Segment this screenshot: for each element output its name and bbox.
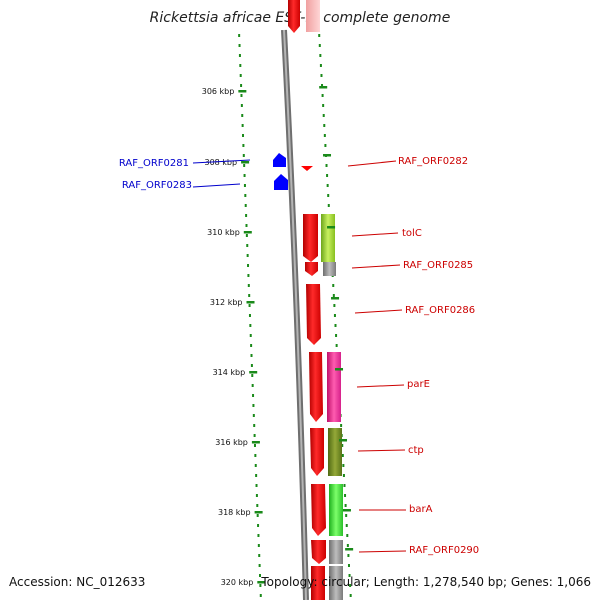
gene-leader-line [358, 550, 407, 553]
kbp-tick-mark [251, 441, 260, 444]
cog-bar-bara [329, 484, 343, 536]
gene-label[interactable]: tolC [402, 228, 422, 239]
gene-leader-line [356, 384, 405, 388]
gene-label[interactable]: RAF_ORF0286 [405, 305, 475, 316]
cog-bar-ctp [328, 428, 342, 476]
kbp-tick-mark [254, 511, 263, 514]
gene-partial-bottom [311, 566, 325, 600]
right-tick-mark [339, 439, 348, 442]
right-tick-mark [342, 509, 351, 512]
gene-leader-line [357, 449, 406, 452]
kbp-tick-mark [257, 581, 266, 584]
gene-label[interactable]: barA [409, 504, 433, 515]
gene-partial-top-cog [306, 0, 320, 32]
gene-leader-line [192, 183, 241, 188]
kbp-tick-label: 308 kbp [204, 158, 237, 167]
gene-label[interactable]: RAF_ORF0281 [119, 158, 189, 169]
kbp-tick-label: 318 kbp [218, 508, 251, 517]
gene-raf-orf0281 [273, 153, 286, 167]
gene-label[interactable]: ctp [408, 445, 424, 456]
right-tick-mark [331, 297, 340, 300]
kbp-tick-label: 306 kbp [202, 87, 235, 96]
gene-leader-line [351, 232, 399, 237]
gene-raf-orf0285 [305, 262, 318, 276]
right-tick-mark [345, 548, 354, 551]
kbp-tick-mark [246, 301, 255, 304]
gene-raf-orf0286 [306, 284, 321, 345]
kbp-tick-mark [249, 371, 258, 374]
gene-pare [309, 352, 323, 422]
gene-label[interactable]: RAF_ORF0285 [403, 260, 473, 271]
gene-label[interactable]: RAF_ORF0282 [398, 156, 468, 167]
kbp-tick-label: 310 kbp [207, 228, 240, 237]
gene-leader-line [354, 309, 403, 314]
gene-partial-top [288, 0, 300, 33]
genome-summary: Topology: circular; Length: 1,278,540 bp… [261, 575, 591, 589]
cog-bar-raf-orf0290 [329, 540, 343, 564]
gene-label[interactable]: RAF_ORF0290 [409, 545, 479, 556]
gene-leader-line [192, 159, 251, 164]
gene-raf-orf0282 [301, 166, 313, 171]
gene-label[interactable]: RAF_ORF0283 [122, 180, 192, 191]
right-tick-mark [335, 368, 344, 371]
accession-label: Accession: NC_012633 [9, 575, 146, 589]
gene-leader-line [351, 264, 401, 269]
cog-bar-partial-bottom [329, 566, 343, 600]
gene-bara [311, 484, 326, 536]
right-tick-mark [327, 226, 336, 229]
gene-ctp [310, 428, 324, 476]
tick-track-left [238, 34, 262, 597]
gene-raf-orf0283 [274, 174, 288, 190]
right-tick-mark [319, 86, 328, 89]
kbp-tick-label: 314 kbp [213, 368, 246, 377]
kbp-tick-mark [238, 90, 247, 93]
kbp-tick-mark [243, 231, 252, 234]
right-tick-mark [323, 154, 332, 157]
cog-bar-tolc [321, 214, 335, 262]
gene-leader-line [347, 160, 397, 167]
cog-bar-pare [327, 352, 341, 422]
gene-label[interactable]: parE [407, 379, 430, 390]
kbp-tick-label: 312 kbp [210, 298, 243, 307]
kbp-tick-label: 316 kbp [215, 438, 248, 447]
gene-tolc [303, 214, 318, 262]
gene-raf-orf0290 [311, 540, 326, 564]
kbp-tick-mark [241, 161, 250, 164]
cog-bar-raf-orf0285 [323, 262, 336, 276]
kbp-tick-label: 320 kbp [221, 578, 254, 587]
